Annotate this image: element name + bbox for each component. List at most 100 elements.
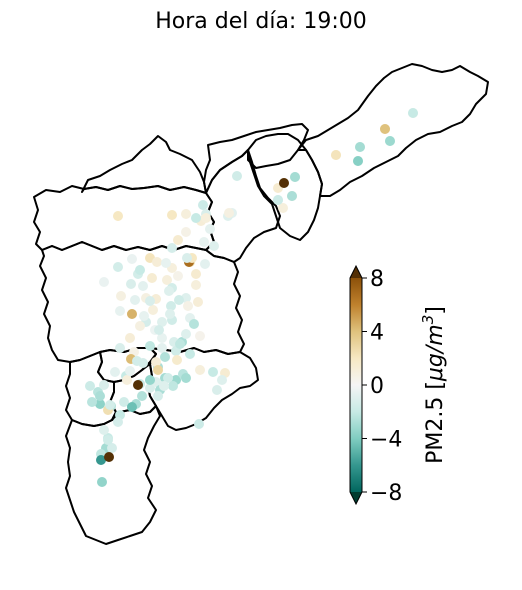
region-7 [297, 63, 489, 197]
pm25-point [195, 365, 205, 375]
colorbar-tick-label: −4 [370, 428, 402, 453]
region-2 [81, 135, 207, 194]
colorbar-extend-top [350, 266, 362, 278]
pm25-point [145, 341, 155, 351]
pm25-point [153, 365, 163, 375]
pm25-point [164, 286, 174, 296]
pm25-point [199, 237, 209, 247]
pm25-point [217, 375, 227, 385]
pm25-point [130, 295, 140, 305]
pm25-point [127, 402, 137, 412]
pm25-point [126, 279, 136, 289]
pm25-point [99, 277, 109, 287]
pm25-point [191, 213, 201, 223]
pm25-point [104, 452, 114, 462]
pm25-point [116, 291, 126, 301]
pm25-point [138, 281, 148, 291]
region-6 [247, 133, 323, 241]
pm25-point [408, 108, 418, 118]
pm25-point [290, 172, 300, 182]
pm25-point [127, 309, 137, 319]
pm25-point [125, 333, 135, 343]
pm25-point [273, 195, 283, 205]
pm25-point [97, 477, 107, 487]
pm25-point [201, 213, 211, 223]
pm25-point [331, 150, 341, 160]
pm25-point [278, 203, 288, 213]
pm25-point [181, 227, 191, 237]
pm25-point [191, 280, 201, 290]
pm25-point [183, 301, 193, 311]
pm25-point [122, 375, 132, 385]
pm25-point [279, 178, 289, 188]
pm25-point [173, 271, 183, 281]
pm25-point [135, 265, 145, 275]
region-12 [65, 405, 161, 545]
pm25-point [181, 373, 191, 383]
colorbar-tick-label: 0 [370, 374, 384, 399]
pm25-point [174, 295, 184, 305]
pm25-points [85, 108, 418, 487]
pm25-point [152, 257, 162, 267]
pm25-point [87, 397, 97, 407]
figure-title: Hora del día: 19:00 [155, 9, 367, 34]
colorbar-ticks: 8 4 0 −4 −8 [362, 267, 402, 506]
pm25-point [157, 333, 167, 343]
pm25-point [163, 373, 173, 383]
pm25-point [182, 253, 192, 263]
pm25-point [194, 419, 204, 429]
pm25-point [147, 273, 157, 283]
pm25-point [115, 343, 125, 353]
pm25-point [110, 367, 120, 377]
pm25-point [159, 381, 169, 391]
pm25-point [105, 400, 115, 410]
pm25-point [85, 381, 95, 391]
pm25-point [153, 391, 163, 401]
pm25-point [107, 443, 117, 453]
colorbar-extend-bottom [350, 492, 362, 504]
pm25-point [173, 235, 183, 245]
pm25-point [355, 142, 365, 152]
pm25-point [125, 366, 135, 376]
pm25-point [208, 367, 218, 377]
pm25-point [154, 325, 164, 335]
pm25-point [209, 241, 219, 251]
colorbar-tick-label: −8 [370, 481, 402, 506]
pm25-point [95, 391, 105, 401]
pm25-point [135, 321, 145, 331]
colorbar-body [350, 278, 362, 492]
pm25-point [133, 380, 143, 390]
pm25-point [175, 339, 185, 349]
pm25-point [224, 208, 234, 218]
pm25-point [113, 417, 123, 427]
pm25-point [353, 156, 363, 166]
pm25-point [380, 124, 390, 134]
pm25-point [145, 375, 155, 385]
pm25-point [157, 343, 167, 353]
pm25-point [99, 425, 109, 435]
pm25-point [167, 210, 177, 220]
pm25-point [96, 455, 106, 465]
colorbar-label: PM2.5 [μg/m3] [419, 306, 448, 464]
pm25-point [189, 319, 199, 329]
pm25-point [212, 385, 222, 395]
pm25-point [205, 224, 215, 234]
pm25-point [165, 309, 175, 319]
pm25-point [99, 380, 109, 390]
pm25-point [162, 275, 172, 285]
pm25-point [113, 211, 123, 221]
colorbar-tick-label: 8 [370, 267, 384, 292]
pm25-point [157, 317, 167, 327]
pm25-point [113, 262, 123, 272]
region-3 [39, 241, 245, 363]
pm25-point [132, 356, 142, 366]
pm25-point [103, 435, 113, 445]
pm25-point [195, 331, 205, 341]
pm25-point [172, 355, 182, 365]
region-5 [203, 123, 309, 194]
pm25-point [167, 243, 177, 253]
pm25-point [166, 301, 176, 311]
pm25-point [287, 191, 297, 201]
pm25-point [161, 258, 171, 268]
